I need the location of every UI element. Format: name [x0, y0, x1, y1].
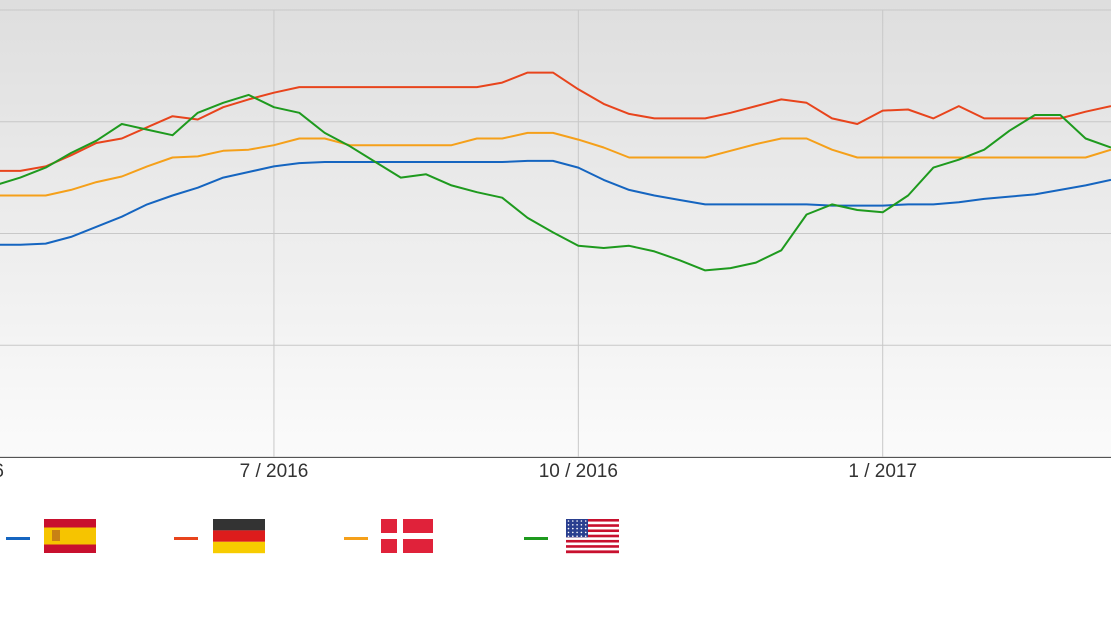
flag-spain	[44, 519, 96, 553]
series-line	[0, 159, 1111, 246]
series-line	[0, 131, 1111, 197]
legend	[6, 519, 619, 554]
flag-star	[584, 531, 587, 534]
flag-stripe	[566, 521, 619, 525]
x-tick-label: 1 / 2017	[848, 461, 917, 482]
flag-star	[572, 535, 574, 537]
series-line	[0, 93, 1111, 272]
x-tick-label: 10 / 2016	[539, 461, 618, 482]
flag-star	[576, 520, 578, 522]
flag-star	[576, 531, 578, 534]
flag-denmark	[381, 519, 433, 553]
flag-stripe	[566, 529, 619, 533]
flag-star	[580, 524, 583, 526]
series-line	[0, 71, 1111, 172]
flag-germany	[213, 519, 265, 554]
flag-star	[576, 527, 578, 530]
flag-stripe	[566, 547, 619, 551]
flag-star	[580, 531, 583, 534]
flag-star	[576, 524, 578, 526]
flag-stripe	[566, 542, 619, 546]
flag-star	[584, 527, 587, 530]
flag-star	[572, 527, 574, 530]
flag-stripe	[566, 532, 619, 535]
x-tick-label: 4 / 2016	[0, 461, 4, 482]
flag-star	[580, 527, 583, 530]
lines	[0, 71, 1111, 272]
flag-usa	[566, 519, 619, 554]
flag-star	[572, 520, 574, 522]
flag-star	[572, 524, 574, 526]
flag-star	[567, 535, 570, 537]
flag-star	[567, 531, 570, 534]
flag-star	[567, 527, 570, 530]
flag-stripe	[566, 539, 619, 543]
flag-stripe	[566, 526, 619, 530]
flag-star	[580, 520, 583, 522]
flag-star	[584, 535, 587, 537]
flag-stripe	[566, 537, 619, 541]
plot-background	[0, 0, 1111, 457]
x-ticks: 4 / 2016 7 / 2016 10 / 2016 1 / 2017	[0, 461, 917, 482]
flag-star	[567, 524, 570, 526]
flag-star	[584, 524, 587, 526]
flag-star	[576, 535, 578, 537]
flag-stripe	[566, 534, 619, 538]
flag-star	[572, 531, 574, 534]
flag-star	[567, 520, 570, 522]
flag-star	[580, 535, 583, 537]
flag-stripe	[566, 524, 619, 528]
flag-star	[584, 520, 587, 522]
flag-stripe	[566, 550, 619, 554]
x-tick-label: 7 / 2016	[240, 461, 309, 482]
flag-stripe	[566, 519, 619, 522]
flag-stripe	[566, 545, 619, 548]
